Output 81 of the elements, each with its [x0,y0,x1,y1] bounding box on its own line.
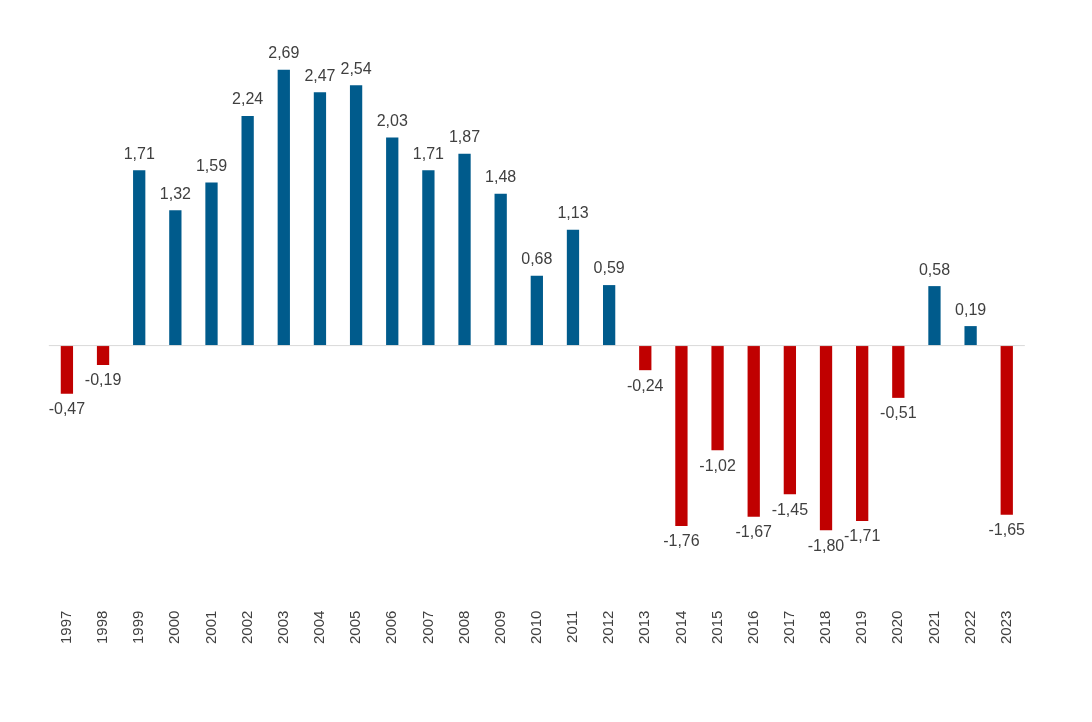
x-tick-label: 2019 [852,610,870,645]
x-tick-label: 2002 [237,610,255,645]
x-tick-label: 2004 [310,610,328,645]
x-tick-label: 1999 [129,610,147,645]
x-tick-label: 2007 [418,610,436,645]
data-label: 0,19 [955,300,987,318]
bar [711,345,724,451]
data-label: -1,76 [663,532,700,550]
data-label: 2,69 [268,44,300,62]
x-tick-label: 2013 [635,610,653,645]
bar [783,345,797,495]
x-tick-label: 2001 [201,610,219,645]
x-tick-label: 2005 [346,610,364,645]
x-tick-label: 2009 [490,610,508,645]
bar [1000,345,1013,515]
bar [747,345,760,517]
bar [639,345,652,371]
bar [96,345,110,366]
x-tick-label: 2022 [960,610,978,645]
bar [964,326,977,346]
x-tick-label: 2015 [707,610,725,645]
data-label: 1,87 [448,128,481,146]
bar [819,345,833,531]
data-label: -1,67 [735,523,773,541]
x-tick-label: 2011 [563,610,581,643]
x-tick-label: 1998 [93,610,111,645]
bar [313,92,327,346]
data-label: 1,32 [159,184,192,202]
x-tick-label: 2014 [671,610,689,645]
data-label: 2,24 [232,90,264,108]
x-tick-label: 2006 [382,610,400,645]
data-label: 1,71 [412,144,445,162]
bar [205,182,218,346]
data-label: -1,71 [843,527,881,545]
x-tick-label: 2016 [743,610,761,645]
bar [566,229,580,346]
data-label: -1,65 [988,521,1026,539]
x-tick-label: 2023 [996,610,1014,645]
bar [169,210,182,346]
data-label: -0,19 [84,371,122,389]
bar [60,345,74,394]
data-label: 2,47 [304,66,336,84]
x-tick-label: 2021 [924,610,942,645]
bar [856,345,869,521]
x-tick-label: 2008 [454,610,472,645]
bar [928,286,941,346]
x-tick-label: 2017 [780,610,798,645]
bar [892,345,905,398]
x-tick-label: 2012 [599,610,617,645]
data-label: 0,68 [521,250,553,268]
bar [458,153,471,346]
data-label: -1,45 [771,500,809,518]
data-label: 1,59 [195,156,228,174]
data-label: -0,24 [627,376,664,394]
data-label: 0,58 [918,260,951,278]
x-tick-label: 1997 [57,610,75,645]
data-label: 1,48 [485,168,517,186]
data-label: 0,59 [593,259,625,277]
data-label: -0,47 [48,400,86,418]
bar [386,137,399,346]
data-label: 2,54 [340,59,372,77]
x-tick-label: 2003 [273,610,291,645]
bar [241,115,254,346]
x-tick-label: 2010 [526,610,544,645]
bar [675,345,688,527]
data-label: -1,80 [807,536,845,554]
x-tick-label: 2020 [888,610,906,645]
bar [277,69,290,346]
bar [349,85,363,346]
data-label: -0,51 [880,404,917,422]
data-label: 1,71 [123,144,155,162]
bar [133,170,146,346]
bar [602,285,616,346]
bar [494,193,507,346]
x-tick-label: 2000 [165,610,183,645]
data-label: 1,13 [557,204,589,222]
x-tick-label: 2018 [816,610,834,645]
data-label: -1,02 [699,456,736,474]
bar [422,170,435,346]
data-label: 2,03 [376,111,408,129]
bar [530,275,543,346]
